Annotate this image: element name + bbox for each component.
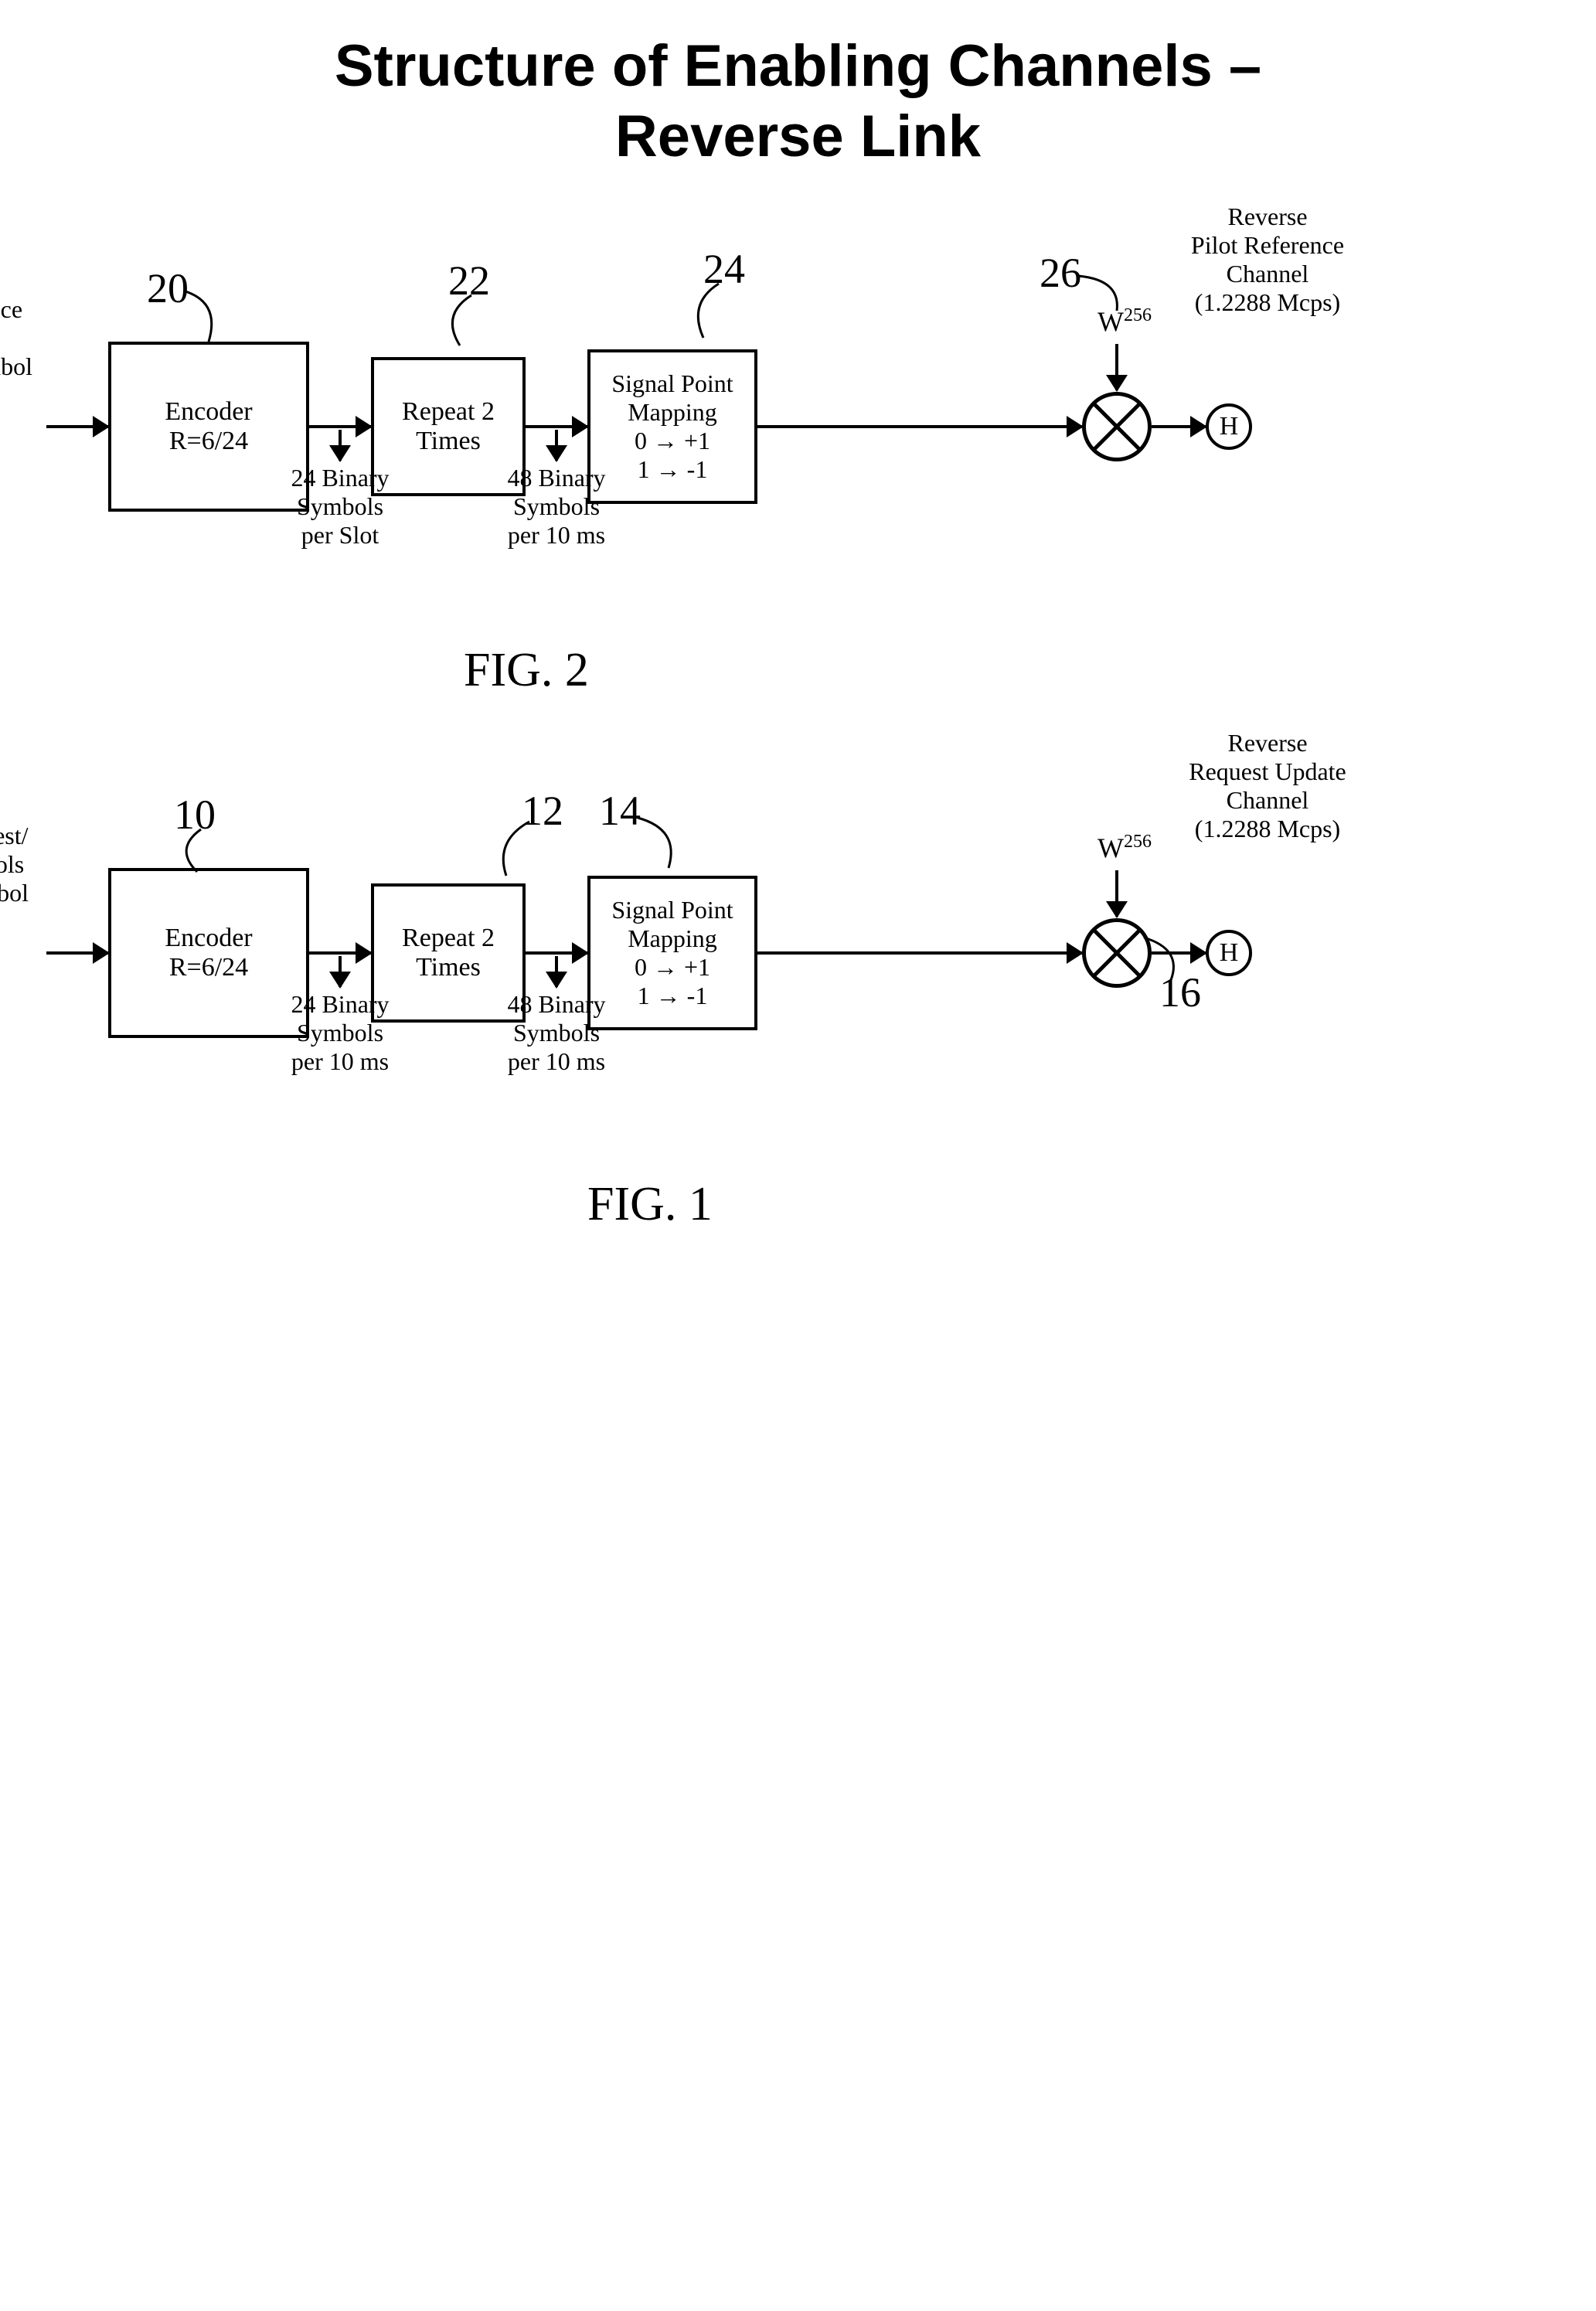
curve-10 bbox=[178, 825, 232, 880]
arrow bbox=[526, 425, 587, 428]
curve-14 bbox=[630, 814, 692, 872]
curve-16 bbox=[1136, 934, 1198, 988]
title-line-1: Structure of Enabling Channels – bbox=[31, 31, 1565, 101]
fig2-mixer bbox=[1082, 392, 1152, 461]
fig2-output-label: Reverse Pilot Reference Channel (1.2288 … bbox=[1167, 203, 1368, 317]
fig2-mid2-label: 48 Binary Symbols per 10 ms bbox=[487, 464, 626, 550]
arrow-down bbox=[1115, 344, 1118, 390]
curve-24 bbox=[688, 280, 742, 342]
fig2-chain: Pilot Reference Symbols One 6-bit symbol… bbox=[31, 218, 1565, 620]
arrow bbox=[757, 951, 1082, 955]
fig1-label: FIG. 1 bbox=[587, 1177, 1596, 1232]
page-title: Structure of Enabling Channels – Reverse… bbox=[31, 31, 1565, 172]
fig1-mid2-label: 48 Binary Symbols per 10 ms bbox=[487, 990, 626, 1076]
curve-26 bbox=[1074, 272, 1136, 318]
fig2-label: FIG. 2 bbox=[464, 643, 1596, 698]
fig1-output-label: Reverse Request Update Channel (1.2288 M… bbox=[1167, 729, 1368, 843]
curve-12 bbox=[495, 818, 549, 880]
curve-22 bbox=[444, 291, 499, 353]
arrow bbox=[309, 951, 371, 955]
arrow-down bbox=[1115, 870, 1118, 917]
arrow bbox=[309, 425, 371, 428]
arrow-down bbox=[555, 956, 558, 987]
arrow bbox=[46, 425, 108, 428]
fig1-h-node: H bbox=[1206, 930, 1252, 976]
fig2-mid1-label: 24 Binary Symbols per Slot bbox=[271, 464, 410, 550]
fig2-input-label: Pilot Reference Symbols One 6-bit symbol… bbox=[0, 295, 46, 410]
arrow bbox=[757, 425, 1082, 428]
fig1-input-label: Reverse Request/ Update Symbols One 6-bi… bbox=[0, 822, 50, 936]
fig2-h-node: H bbox=[1206, 403, 1252, 450]
arrow-down bbox=[339, 956, 342, 987]
curve-20 bbox=[182, 288, 236, 349]
fig1-walsh-label: W256 bbox=[1097, 832, 1152, 864]
title-line-2: Reverse Link bbox=[31, 101, 1565, 172]
fig1-mid1-label: 24 Binary Symbols per 10 ms bbox=[271, 990, 410, 1076]
fig1-chain: Reverse Request/ Update Symbols One 6-bi… bbox=[31, 744, 1565, 1146]
arrow bbox=[526, 951, 587, 955]
arrow bbox=[46, 951, 108, 955]
arrow bbox=[1152, 425, 1206, 428]
arrow-down bbox=[555, 430, 558, 461]
arrow-down bbox=[339, 430, 342, 461]
